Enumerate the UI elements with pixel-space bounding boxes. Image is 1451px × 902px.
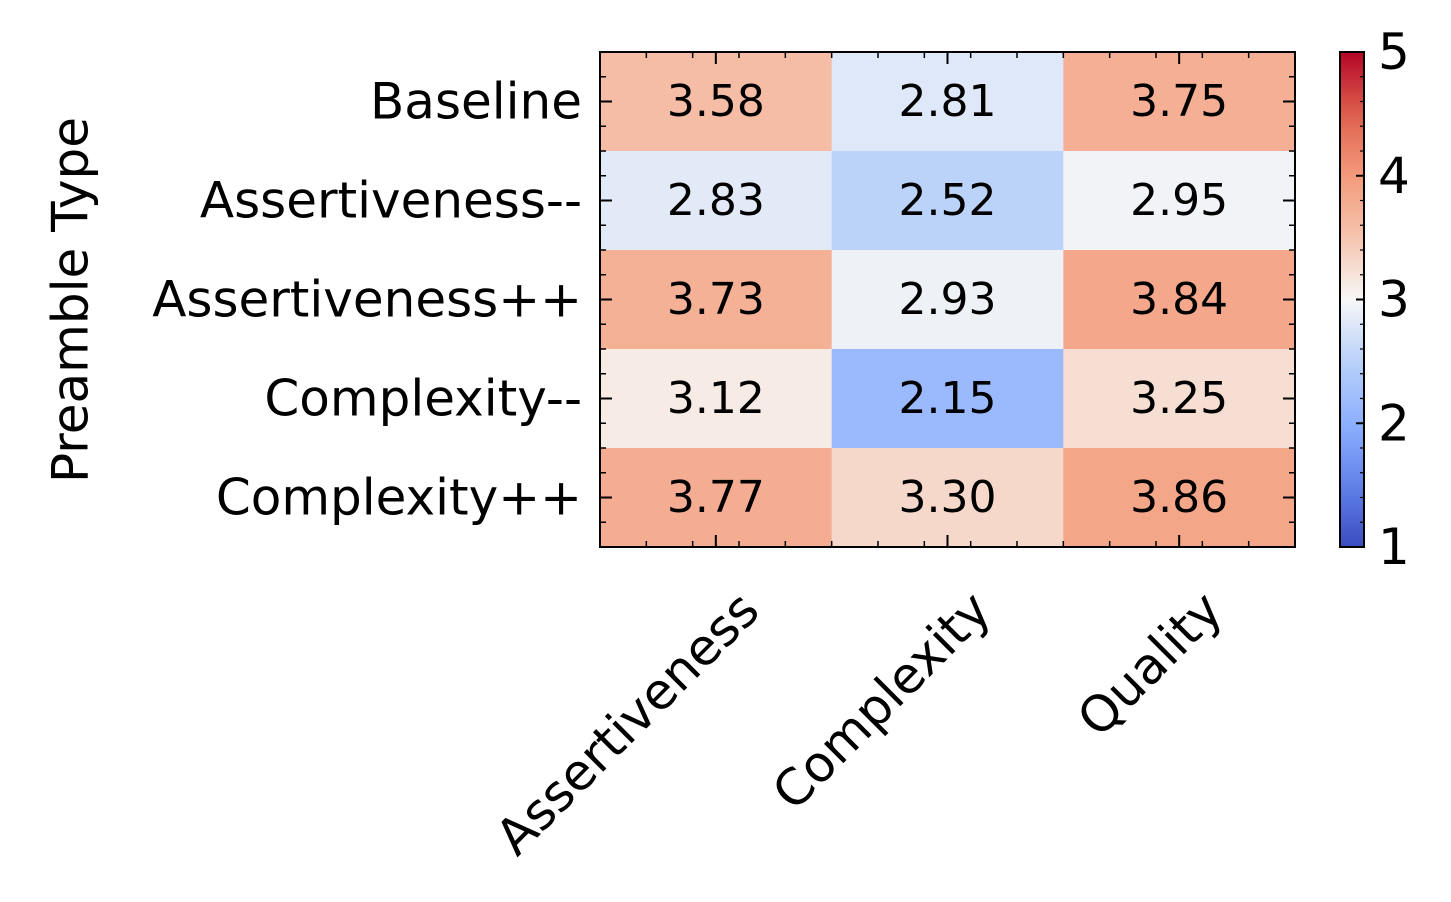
heatmap-cell xyxy=(600,151,833,251)
cell-value-label: 2.95 xyxy=(1130,175,1228,226)
heatmap-cell xyxy=(1063,250,1296,350)
heatmap-cell-labels: 3.58 2.81 3.75 2.83 2.52 2.95 3.73 2.93 3.84 3.12… xyxy=(667,76,1228,523)
cell-value-label: 3.84 xyxy=(1130,274,1228,325)
cell-value-label: 2.93 xyxy=(899,274,997,325)
y-tick-label: Assertiveness-- xyxy=(200,172,582,230)
cell-value-label: 3.73 xyxy=(667,274,765,325)
heatmap-cell xyxy=(1063,349,1296,449)
heatmap-cells xyxy=(600,52,1296,548)
colorbar-tick-label: 3 xyxy=(1378,271,1410,329)
heatmap-cell xyxy=(831,250,1064,350)
x-tick-label: Assertiveness xyxy=(485,580,771,866)
heatmap-cell xyxy=(831,349,1064,449)
y-tick-label: Complexity-- xyxy=(264,370,582,428)
colorbar-tick-label: 2 xyxy=(1378,394,1410,452)
y-tick-labels: Baseline Assertiveness-- Assertiveness++ Co… xyxy=(152,73,582,527)
y-tick-label: Assertiveness++ xyxy=(152,271,582,329)
colorbar-tick-label: 4 xyxy=(1378,147,1410,205)
x-tick-label: Complexity xyxy=(761,580,1002,821)
heatmap-cell xyxy=(600,52,833,152)
heatmap-cell xyxy=(600,250,833,350)
heatmap-cell xyxy=(1063,448,1296,548)
heatmap-cell xyxy=(1063,52,1296,152)
y-tick-label: Baseline xyxy=(370,73,582,131)
cell-value-label: 3.30 xyxy=(899,472,997,523)
colorbar: 1 2 3 4 5 xyxy=(1339,23,1410,576)
y-tick-label: Complexity++ xyxy=(216,469,582,527)
cell-value-label: 3.25 xyxy=(1130,373,1228,424)
colorbar-tick-label: 5 xyxy=(1378,23,1410,81)
cell-value-label: 3.58 xyxy=(667,76,765,127)
cell-value-label: 3.77 xyxy=(667,472,765,523)
heatmap-cell xyxy=(600,448,833,548)
x-tick-label: Quality xyxy=(1066,580,1233,747)
cell-value-label: 2.52 xyxy=(899,175,997,226)
cell-value-label: 3.12 xyxy=(667,373,765,424)
heatmap-cell xyxy=(831,151,1064,251)
heatmap-cell xyxy=(1063,151,1296,251)
heatmap-cell xyxy=(831,448,1064,548)
y-axis-label: Preamble Type xyxy=(42,117,100,483)
plot-frame xyxy=(599,51,1296,548)
heatmap-cell xyxy=(600,349,833,449)
heatmap-cell xyxy=(831,52,1064,152)
cell-value-label: 3.75 xyxy=(1130,76,1228,127)
cell-value-label: 2.83 xyxy=(667,175,765,226)
cell-value-label: 2.15 xyxy=(899,373,997,424)
colorbar-tick-label: 1 xyxy=(1378,518,1410,576)
cell-value-label: 3.86 xyxy=(1130,472,1228,523)
cell-value-label: 2.81 xyxy=(899,76,997,127)
